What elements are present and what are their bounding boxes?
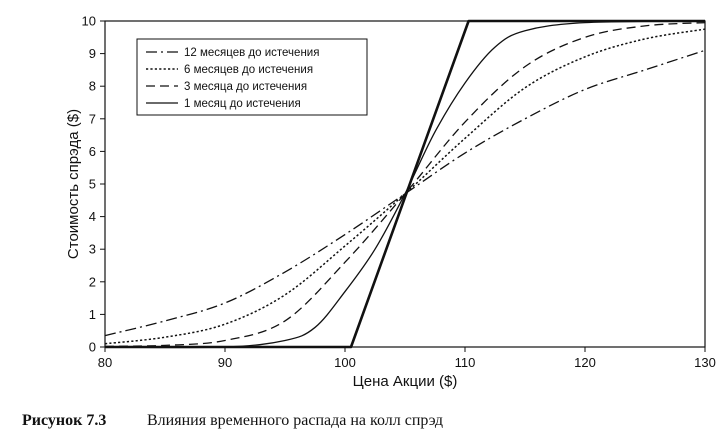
legend-label: 3 месяца до истечения bbox=[184, 81, 307, 93]
y-tick-label: 5 bbox=[89, 177, 96, 192]
figure-caption-text: Влияния временного распада на колл спрэд bbox=[147, 412, 443, 429]
figure-caption: Рисунок 7.3 Влияния временного распада на… bbox=[22, 412, 443, 430]
figure-number: Рисунок 7.3 bbox=[22, 412, 107, 429]
axes-layer: 80 90 100 110 120 130 0 1 2 3 4 5 6 7 8 9 10 bbox=[82, 14, 716, 371]
x-tick-label: 80 bbox=[98, 355, 112, 370]
y-tick-label: 7 bbox=[89, 111, 96, 126]
y-tick-label: 4 bbox=[89, 209, 96, 224]
x-tick-label: 120 bbox=[574, 355, 596, 370]
legend-label: 6 месяцев до истечения bbox=[184, 64, 313, 76]
y-tick-label: 2 bbox=[89, 274, 96, 289]
y-tick-label: 0 bbox=[89, 340, 96, 355]
y-axis-title: Стоимость спрэда ($) bbox=[65, 109, 82, 259]
expiration-payoff-line bbox=[105, 19, 705, 349]
legend-label: 1 месяц до истечения bbox=[184, 98, 301, 110]
y-tick-label: 10 bbox=[82, 14, 96, 29]
y-tick-label: 6 bbox=[89, 144, 96, 159]
x-tick-label: 130 bbox=[694, 355, 716, 370]
x-tick-label: 100 bbox=[334, 355, 356, 370]
legend: 12 месяцев до истечения 6 месяцев до исте… bbox=[136, 38, 368, 116]
y-tick-label: 8 bbox=[89, 79, 96, 94]
series-layer bbox=[104, 19, 706, 349]
y-tick-label: 1 bbox=[89, 307, 96, 322]
chart: 80 90 100 110 120 130 0 1 2 3 4 5 6 7 8 9 10 12 месяцев … bbox=[65, 14, 716, 391]
legend-label: 12 месяцев до истечения bbox=[184, 47, 319, 59]
x-axis-title: Цена Акции ($) bbox=[353, 373, 458, 390]
x-tick-label: 90 bbox=[218, 355, 232, 370]
series-line-1 bbox=[104, 28, 706, 345]
y-tick-label: 9 bbox=[89, 46, 96, 61]
series-line-0 bbox=[104, 49, 706, 337]
y-tick-label: 3 bbox=[89, 242, 96, 257]
x-tick-label: 110 bbox=[455, 355, 476, 370]
